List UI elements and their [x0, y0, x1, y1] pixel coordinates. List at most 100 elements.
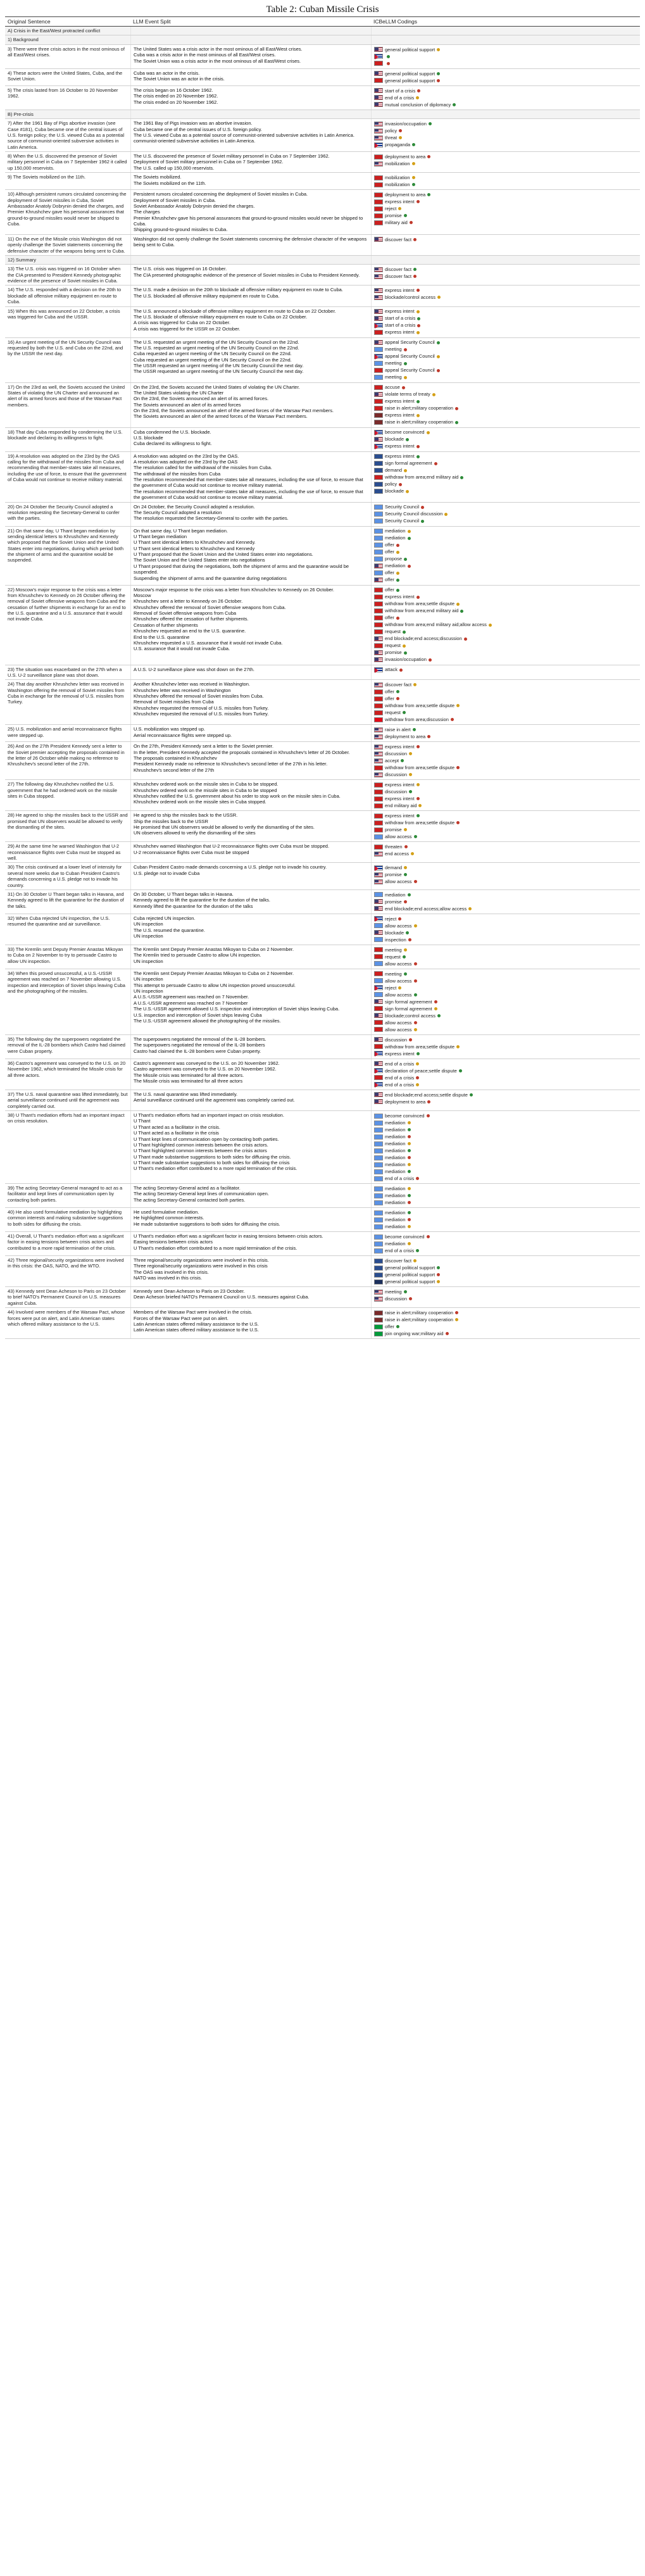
coding-line: offer	[374, 615, 637, 622]
table-row: 37) The U.S. naval quarantine was lifted…	[5, 1090, 640, 1111]
coding-label: express intent	[385, 594, 415, 600]
event-split-cell: Washington did not openly challenge the …	[130, 234, 371, 255]
coding-label: withdraw from area;end military aid	[385, 474, 459, 481]
event-split-cell: The U.S. discovered the presence of Sovi…	[130, 152, 371, 173]
coding-line: withdraw from area;settle dispute	[374, 601, 637, 608]
flag-icon	[374, 803, 383, 808]
event-split-cell: The Soviets mobilized. The Soviets mobili…	[130, 173, 371, 190]
tone-dot-icon	[403, 375, 407, 379]
table-row: 40) He also used formulative mediation b…	[5, 1208, 640, 1232]
coding-label: discover fact	[385, 682, 412, 688]
flag-icon	[374, 392, 383, 397]
tone-dot-icon	[404, 468, 408, 472]
coding-line	[374, 53, 637, 60]
flag-icon	[374, 444, 383, 449]
event-line: Khrushchev notified the U.S. government …	[134, 793, 341, 799]
tone-dot-icon	[396, 588, 399, 592]
coding-line: start of a crisis	[374, 87, 637, 94]
flag-icon	[374, 1224, 383, 1229]
flag-icon	[374, 1006, 383, 1012]
event-split-cell: Khrushchev ordered work on the missile s…	[130, 780, 371, 811]
coding-label: meeting	[385, 1288, 402, 1295]
flag-icon	[374, 937, 383, 943]
event-line: Deployment of Soviet missiles in Cuba.	[134, 197, 216, 203]
tone-dot-icon	[407, 1135, 411, 1138]
tone-dot-icon	[416, 1249, 420, 1252]
flag-icon	[374, 543, 383, 548]
codings-cell: become convinced mediation mediation mediat…	[371, 1111, 640, 1183]
event-split-cell: Kennedy sent Dean Acheson to Paris on 23…	[130, 1287, 371, 1308]
tone-dot-icon	[399, 136, 403, 140]
coding-line: express intent	[374, 198, 637, 205]
event-line: On the 23rd, the Soviets accused the Uni…	[134, 384, 300, 390]
tone-dot-icon	[427, 193, 431, 197]
coding-label: deployment to area	[385, 1098, 426, 1105]
flag-icon	[374, 923, 383, 929]
flag-icon	[374, 1169, 383, 1174]
event-line: Moscow's major response to the crisis wa…	[134, 586, 334, 593]
table-row: 5) The crisis lasted from 16 October to …	[5, 85, 640, 110]
flag-icon	[374, 1061, 383, 1067]
coding-line: express intent	[374, 1050, 637, 1057]
event-line: Latin American states offered military a…	[134, 1321, 259, 1327]
tone-dot-icon	[404, 845, 408, 849]
event-line: Kennedy lifted the quarantine for the du…	[134, 903, 253, 909]
event-split-cell	[130, 27, 371, 35]
coding-line: appeal Security Council	[374, 353, 637, 360]
event-line: The U.S.-USSR agreement allowed the phot…	[134, 1017, 281, 1024]
event-line: The Missile crisis was terminated for al…	[134, 1072, 244, 1078]
flag-icon	[374, 1120, 383, 1126]
tone-dot-icon	[413, 275, 417, 279]
coding-label: express intent	[385, 287, 415, 294]
event-line: The Kremlin sent Deputy Premier Anastas …	[134, 946, 294, 952]
flag-icon	[374, 237, 383, 242]
coding-line: join ongoing war;military aid	[374, 1330, 637, 1337]
event-line: Aerial surveillance continued until the …	[134, 1097, 295, 1103]
coding-label: discover fact	[385, 273, 412, 280]
flag-icon	[374, 489, 383, 494]
flag-icon	[374, 1027, 383, 1033]
codings-cell: accuse violate terms of treaty express int…	[371, 382, 640, 427]
flag-icon	[374, 682, 383, 688]
coding-label: express intent	[385, 443, 415, 449]
coding-label: accept	[385, 758, 399, 764]
coding-label: allow access	[385, 1019, 412, 1026]
original-sentence: 4) These actors were the United States, …	[8, 70, 123, 82]
flag-icon	[374, 47, 383, 53]
event-line: Ship the missiles back to the USSR	[134, 818, 208, 824]
coding-label: start of a crisis	[385, 315, 416, 322]
tone-dot-icon	[436, 368, 440, 372]
event-line: Khrushchev ordered work on the missile s…	[134, 787, 277, 793]
coding-line: blockade;control access	[374, 1012, 637, 1019]
event-line: The United States violating the UN Chart…	[134, 389, 224, 396]
coding-line: reject	[374, 984, 637, 991]
event-line: Removal of Soviet offensive weapons from…	[134, 610, 237, 616]
codings-cell	[371, 110, 640, 119]
coding-label: express intent	[385, 744, 415, 750]
coding-label: join ongoing war;military aid	[385, 1330, 444, 1336]
coding-line: express intent	[374, 743, 637, 750]
flag-icon	[374, 772, 383, 777]
flag-icon	[374, 820, 383, 826]
coding-line: blockade	[374, 929, 637, 936]
coding-line: withdraw from area;settle dispute	[374, 819, 637, 826]
coding-label: mediation	[385, 1168, 406, 1174]
tone-dot-icon	[416, 1076, 420, 1079]
tone-dot-icon	[403, 955, 406, 958]
event-split-cell: On 30 October, U Thant began talks in Ha…	[130, 889, 371, 914]
coding-line: promise	[374, 826, 637, 833]
tone-dot-icon	[444, 512, 448, 516]
flag-icon	[374, 594, 383, 600]
flag-icon	[374, 1200, 383, 1205]
event-line: communist-oriented subversive activities…	[134, 138, 256, 144]
tone-dot-icon	[436, 341, 440, 344]
event-line: Khrushchev requested a U.S. assurance th…	[134, 639, 283, 646]
codings-cell: become convinced mediation end of a crisis	[371, 1232, 640, 1255]
event-line: The Soviet Union was a crisis actor in t…	[134, 58, 301, 64]
original-sentence: 29) At the same time he warned Washingto…	[8, 843, 121, 861]
coding-label: meeting	[385, 946, 402, 953]
table-row: 3) There were three crisis actors in the…	[5, 44, 640, 69]
coding-label: discussion	[385, 772, 408, 778]
flag-icon	[374, 851, 383, 857]
coding-label: request	[385, 710, 401, 716]
